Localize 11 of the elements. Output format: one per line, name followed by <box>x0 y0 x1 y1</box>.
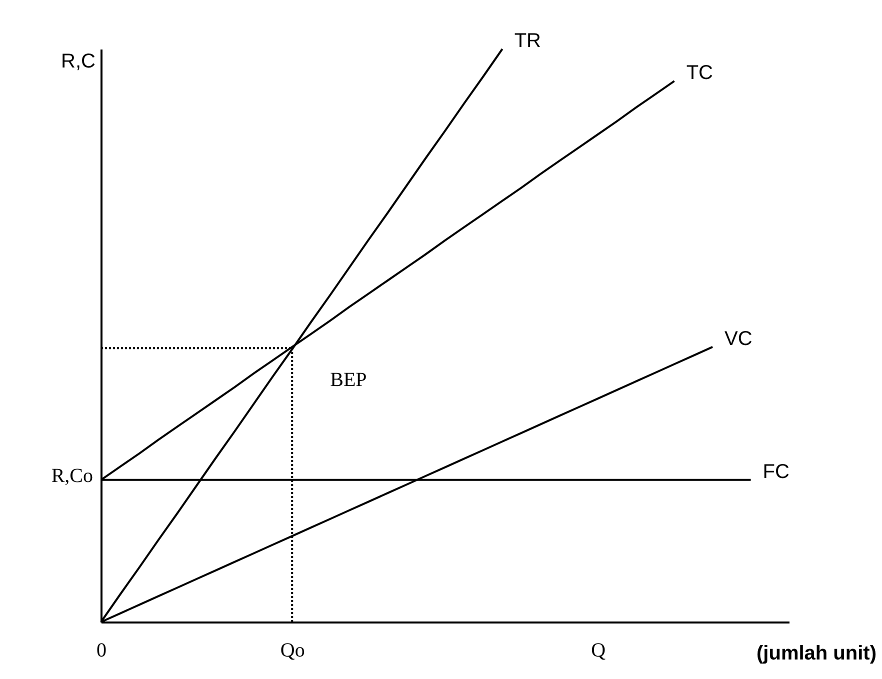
series-label: TC <box>686 62 714 84</box>
x-axis-title: (jumlah unit) <box>756 642 876 664</box>
y-axis-title: R,C <box>61 50 96 72</box>
x-tick-label: 0 <box>96 640 106 662</box>
annotation: R,Co <box>51 464 93 487</box>
annotation: BEP <box>330 369 367 392</box>
series-label: VC <box>724 328 752 350</box>
x-tick-label: Qo <box>280 640 305 662</box>
x-tick-label: Q <box>591 640 606 662</box>
series-label: TR <box>514 30 542 52</box>
series-label: FC <box>762 460 790 483</box>
